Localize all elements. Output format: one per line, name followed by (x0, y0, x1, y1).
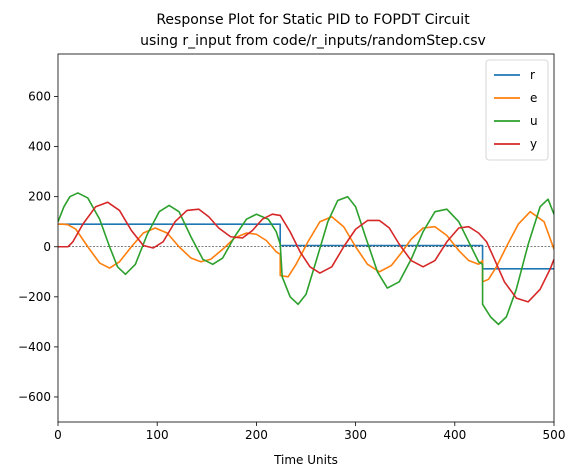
chart-title-line-2: using r_input from code/r_inputs/randomS… (140, 33, 486, 49)
x-axis: 0 100 200 300 400 500 (54, 422, 565, 442)
legend-label-e: e (530, 91, 537, 105)
legend-label-r: r (530, 68, 535, 82)
x-axis-label: Time Units (273, 453, 338, 467)
x-tick-label: 0 (54, 428, 62, 442)
legend-label-u: u (530, 114, 538, 128)
x-tick-label: 400 (443, 428, 466, 442)
legend-box (485, 59, 549, 161)
x-tick-label: 200 (245, 428, 268, 442)
plot-background (58, 54, 554, 422)
y-tick-label: −200 (18, 290, 51, 304)
series-line-y (58, 201, 554, 303)
y-tick-label: 200 (28, 190, 51, 204)
x-tick-label: 300 (344, 428, 367, 442)
y-tick-label: −400 (18, 340, 51, 354)
y-axis: −600 −400 −200 0 200 400 600 (18, 90, 58, 404)
chart-title: Response Plot for Static PID to FOPDT Ci… (140, 12, 486, 49)
y-tick-label: 600 (28, 90, 51, 104)
series-line-u (58, 192, 554, 326)
y-tick-label: −600 (18, 390, 51, 404)
chart-title-line-1: Response Plot for Static PID to FOPDT Ci… (156, 12, 470, 28)
y-tick-label: 0 (43, 240, 51, 254)
series-line-e (58, 210, 554, 283)
series-lines (58, 192, 554, 326)
plot-area (57, 53, 555, 423)
legend-label-y: y (530, 137, 537, 151)
plot-frame (57, 53, 555, 423)
x-tick-label: 500 (543, 428, 566, 442)
y-tick-label: 400 (28, 140, 51, 154)
x-tick-label: 100 (146, 428, 169, 442)
